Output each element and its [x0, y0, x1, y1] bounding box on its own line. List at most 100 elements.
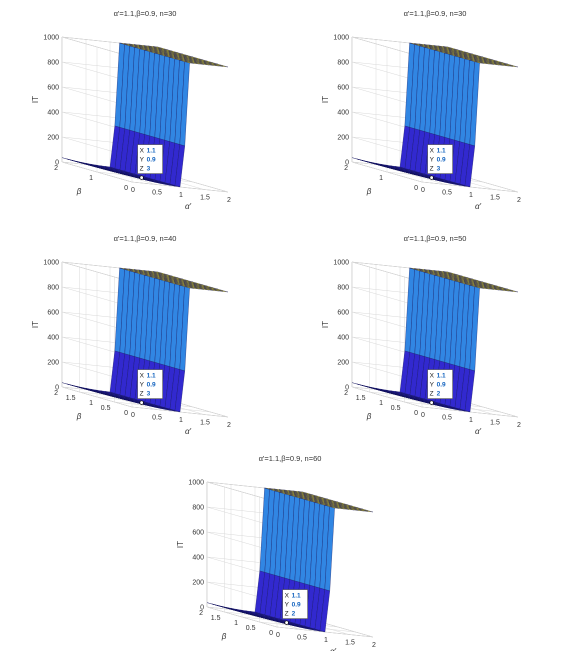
datatip-z-value: 3 [147, 166, 151, 173]
x-tick-label: 2 [227, 197, 231, 204]
x-axis-label: α' [475, 427, 482, 436]
chart-panel-1: α'=1.1,β=0.9, n=30 0 200 400 600 800 1000 IT 0 0.… [31, 9, 231, 211]
z-tick-label: 800 [337, 285, 349, 292]
z-tick-label: 1000 [43, 35, 59, 42]
z-tick-label: 1000 [43, 260, 59, 267]
datatip-x-value: 1.1 [437, 373, 446, 380]
y-tick-label: 2 [199, 610, 203, 617]
chart-title: α'=1.1,β=0.9, n=60 [259, 454, 322, 463]
y-tick-label: 0 [124, 410, 128, 417]
datatip-y-value: 0.9 [292, 602, 301, 609]
z-tick-label: 600 [337, 85, 349, 92]
surface-patch [363, 509, 374, 513]
datatip-z-key: Z [140, 166, 144, 173]
z-tick-label: 1000 [333, 35, 349, 42]
x-tick-label: 2 [227, 422, 231, 429]
x-tick-label: 0 [421, 412, 425, 419]
y-tick-label: 0 [414, 410, 418, 417]
datatip-z-value: 3 [147, 391, 151, 398]
datatip[interactable]: X 1.1Y 0.9Z 3 [427, 144, 453, 180]
z-tick-label: 400 [47, 110, 59, 117]
datatip-z-value: 2 [292, 611, 296, 618]
datatip-x-key: X [430, 373, 435, 380]
y-tick-label: 0 [269, 630, 273, 637]
surface-patch [508, 289, 519, 293]
z-tick-label: 0 [55, 385, 59, 392]
z-tick-label: 200 [47, 135, 59, 142]
y-tick-label: 1 [89, 400, 93, 407]
datatip-y-value: 0.9 [147, 157, 156, 164]
chart-panel-2: α'=1.1,β=0.9, n=30 0 200 400 600 800 1000 IT 0 0.… [321, 9, 521, 211]
z-tick-label: 400 [47, 335, 59, 342]
y-axis-label: β [366, 187, 372, 196]
datatip-y-value: 0.9 [147, 382, 156, 389]
y-tick-label: 1 [379, 175, 383, 182]
datatip-y-value: 0.9 [437, 157, 446, 164]
datatip-y-key: Y [140, 382, 145, 389]
chart-title: α'=1.1,β=0.9, n=50 [404, 234, 467, 243]
x-tick-label: 0 [131, 187, 135, 194]
datatip[interactable]: X 1.1Y 0.9Z 3 [137, 144, 163, 180]
surface-patch [508, 64, 519, 68]
z-tick-label: 800 [47, 285, 59, 292]
y-tick-label: 2 [54, 165, 58, 172]
z-axis-label: IT [176, 541, 185, 548]
datatip[interactable]: X 1.1Y 0.9Z 2 [282, 589, 308, 625]
surface-patch [218, 64, 229, 68]
x-tick-label: 2 [517, 422, 521, 429]
x-axis-label: α' [185, 202, 192, 211]
datatip[interactable]: X 1.1Y 0.9Z 3 [137, 369, 163, 405]
y-axis-label: β [76, 412, 82, 421]
x-tick-label: 2 [372, 642, 376, 649]
x-tick-label: 1.5 [200, 420, 210, 427]
z-tick-label: 600 [337, 310, 349, 317]
y-tick-label: 1 [89, 175, 93, 182]
z-tick-label: 200 [47, 360, 59, 367]
x-tick-label: 1 [179, 417, 183, 424]
x-tick-label: 0 [131, 412, 135, 419]
x-tick-label: 1.5 [490, 420, 500, 427]
datatip-z-value: 2 [437, 391, 441, 398]
z-tick-label: 600 [47, 85, 59, 92]
x-axis-label: α' [185, 427, 192, 436]
y-tick-label: 1.5 [211, 615, 221, 622]
z-tick-label: 600 [192, 530, 204, 537]
datatip-marker [429, 175, 434, 180]
x-tick-label: 0.5 [152, 415, 162, 422]
y-tick-label: 2 [344, 390, 348, 397]
x-tick-label: 0 [276, 632, 280, 639]
x-tick-label: 1.5 [345, 640, 355, 647]
surface [206, 487, 374, 633]
datatip-z-key: Z [430, 166, 434, 173]
x-axis-label: α' [475, 202, 482, 211]
datatip-y-value: 0.9 [437, 382, 446, 389]
x-tick-label: 1 [179, 192, 183, 199]
y-tick-label: 0 [414, 185, 418, 192]
z-tick-label: 400 [192, 555, 204, 562]
chart-title: α'=1.1,β=0.9, n=40 [114, 234, 177, 243]
datatip-x-value: 1.1 [147, 148, 156, 155]
z-tick-label: 800 [47, 60, 59, 67]
y-tick-label: 1.5 [356, 395, 366, 402]
y-tick-label: 1 [379, 400, 383, 407]
datatip-z-value: 3 [437, 166, 441, 173]
z-axis-label: IT [31, 96, 40, 103]
datatip-marker [139, 175, 144, 180]
x-axis-label: α' [330, 647, 337, 651]
y-tick-label: 0.5 [101, 405, 111, 412]
z-tick-label: 1000 [188, 480, 204, 487]
datatip-y-key: Y [285, 602, 290, 609]
z-tick-label: 200 [337, 360, 349, 367]
datatip-x-key: X [140, 148, 145, 155]
z-tick-label: 0 [200, 605, 204, 612]
y-tick-label: 2 [344, 165, 348, 172]
datatip-x-value: 1.1 [437, 148, 446, 155]
datatip-marker [284, 620, 289, 625]
x-tick-label: 1.5 [490, 195, 500, 202]
z-tick-label: 1000 [333, 260, 349, 267]
datatip[interactable]: X 1.1Y 0.9Z 2 [427, 369, 453, 405]
datatip-z-key: Z [430, 391, 434, 398]
z-tick-label: 0 [345, 385, 349, 392]
datatip-y-key: Y [430, 382, 435, 389]
